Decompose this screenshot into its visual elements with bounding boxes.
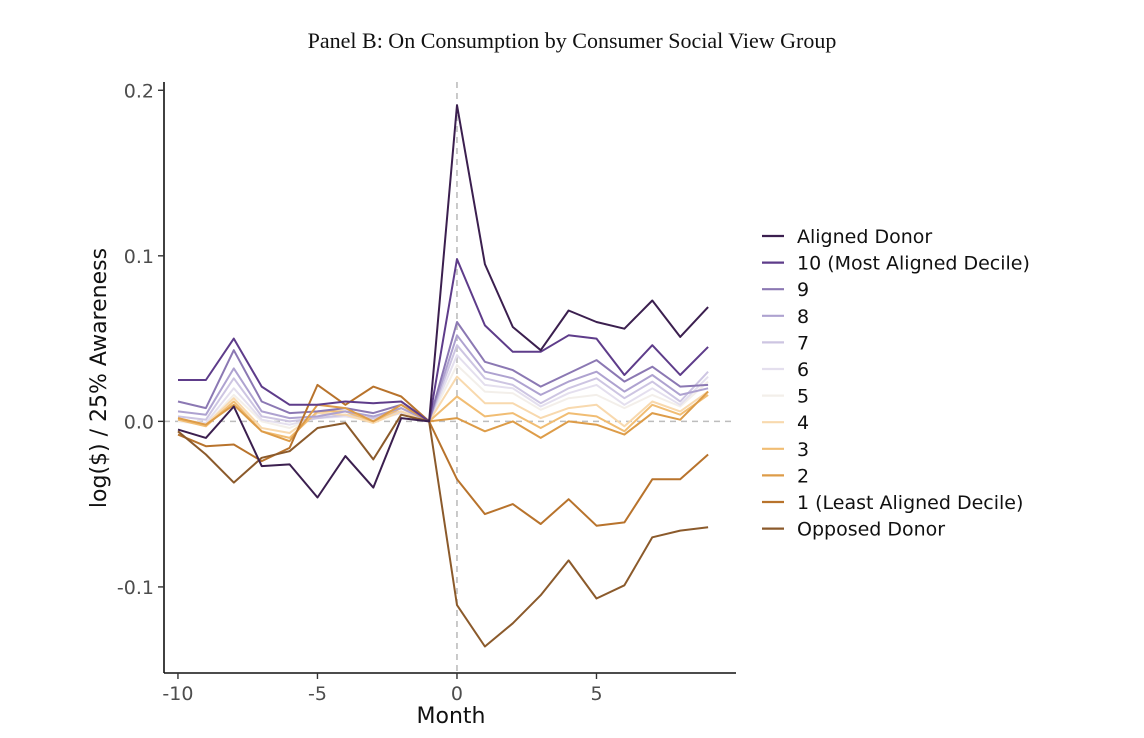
legend-label: Aligned Donor <box>797 226 932 248</box>
series-line-10-most-aligned-decile <box>178 258 709 423</box>
y-axis-title: log($) / 25% Awareness <box>87 248 112 508</box>
legend-label: 6 <box>797 359 809 381</box>
legend-label: 5 <box>797 386 809 408</box>
legend-label: 4 <box>797 412 809 434</box>
x-tick-label: -10 <box>162 683 193 705</box>
y-tick-label: 0.0 <box>124 411 154 433</box>
y-tick-label: -0.1 <box>117 577 154 599</box>
series-line-4 <box>177 375 709 434</box>
x-tick-label: 0 <box>451 683 463 705</box>
series-line-9 <box>177 321 709 423</box>
y-tick-label: 0.1 <box>124 246 154 268</box>
chart-title: Panel B: On Consumption by Consumer Soci… <box>307 28 837 53</box>
series-line-5 <box>177 364 709 429</box>
ticks: -10 -5 0 5 -0.1 0.0 0.1 0.2 <box>117 80 603 705</box>
y-tick-label: 0.2 <box>124 80 154 102</box>
legend-label: 1 (Least Aligned Decile) <box>797 492 1023 514</box>
legend-label: 2 <box>797 465 809 487</box>
series-line-7 <box>177 344 709 423</box>
legend-label: Opposed Donor <box>797 519 945 541</box>
legend-label: 8 <box>797 306 809 328</box>
legend-label: 9 <box>797 279 809 301</box>
series-line-8 <box>177 334 709 423</box>
legend-label: 10 (Most Aligned Decile) <box>797 253 1030 275</box>
axes <box>163 82 736 674</box>
x-tick-label: -5 <box>308 683 327 705</box>
series-line-2 <box>177 390 709 443</box>
series-line-opposed-donor <box>177 413 709 648</box>
legend-label: 7 <box>797 332 809 354</box>
x-axis-title: Month <box>417 704 486 729</box>
legend-label: 3 <box>797 439 809 461</box>
series-lines <box>177 104 709 648</box>
series-line-6 <box>177 354 709 426</box>
series-line-1-least-aligned-decile <box>177 383 709 527</box>
series-line-aligned-donor <box>177 104 709 499</box>
x-tick-label: 5 <box>590 683 602 705</box>
legend: Aligned Donor 10 (Most Aligned Decile) 9 8 7… <box>762 226 1030 541</box>
